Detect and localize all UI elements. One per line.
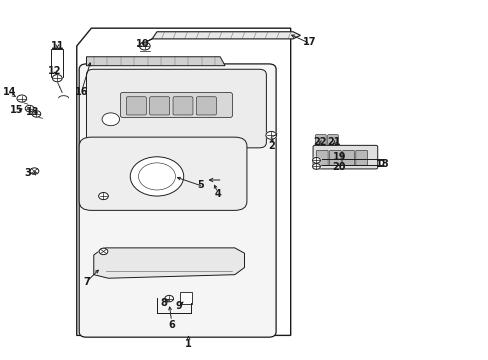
FancyBboxPatch shape [329, 150, 341, 165]
FancyBboxPatch shape [149, 97, 169, 115]
FancyBboxPatch shape [79, 137, 246, 210]
Circle shape [139, 42, 150, 50]
Text: 6: 6 [168, 320, 175, 330]
Text: 9: 9 [175, 301, 182, 311]
Text: 8: 8 [161, 298, 167, 308]
Polygon shape [94, 248, 244, 278]
FancyBboxPatch shape [79, 64, 276, 337]
FancyBboxPatch shape [86, 69, 266, 148]
Text: 5: 5 [197, 180, 203, 190]
FancyBboxPatch shape [120, 93, 232, 117]
Circle shape [30, 168, 39, 174]
Text: 2: 2 [267, 141, 274, 151]
FancyBboxPatch shape [315, 135, 325, 145]
Text: 18: 18 [375, 159, 389, 169]
Text: 13: 13 [26, 107, 40, 117]
Text: 21: 21 [327, 138, 341, 148]
Circle shape [25, 105, 34, 112]
Text: 16: 16 [75, 87, 88, 98]
FancyBboxPatch shape [316, 150, 327, 165]
Polygon shape [152, 32, 300, 39]
Text: 10: 10 [135, 39, 149, 49]
Circle shape [17, 95, 27, 102]
FancyBboxPatch shape [126, 97, 146, 115]
Text: 7: 7 [83, 277, 90, 287]
Circle shape [265, 131, 276, 139]
Circle shape [312, 157, 320, 163]
Circle shape [99, 193, 108, 200]
Circle shape [312, 163, 320, 169]
Circle shape [130, 157, 183, 196]
Text: 14: 14 [3, 87, 17, 98]
FancyBboxPatch shape [355, 150, 367, 165]
Circle shape [99, 248, 108, 255]
FancyBboxPatch shape [173, 97, 193, 115]
Text: 12: 12 [48, 66, 61, 76]
Text: 20: 20 [332, 162, 346, 172]
Text: 15: 15 [10, 105, 23, 115]
Text: 1: 1 [185, 339, 192, 348]
Circle shape [102, 113, 119, 126]
Text: 4: 4 [214, 189, 221, 199]
FancyBboxPatch shape [342, 150, 354, 165]
FancyBboxPatch shape [312, 145, 377, 169]
Circle shape [52, 75, 62, 82]
Text: 17: 17 [303, 37, 316, 48]
FancyBboxPatch shape [51, 49, 63, 77]
Polygon shape [137, 39, 152, 46]
Circle shape [164, 296, 173, 302]
FancyBboxPatch shape [196, 97, 216, 115]
FancyBboxPatch shape [327, 135, 338, 145]
Text: 22: 22 [312, 138, 326, 148]
Text: 3: 3 [25, 168, 31, 178]
Text: 11: 11 [50, 41, 64, 51]
Circle shape [32, 111, 41, 117]
FancyBboxPatch shape [180, 292, 192, 304]
Polygon shape [86, 57, 224, 66]
Text: 19: 19 [332, 152, 346, 162]
